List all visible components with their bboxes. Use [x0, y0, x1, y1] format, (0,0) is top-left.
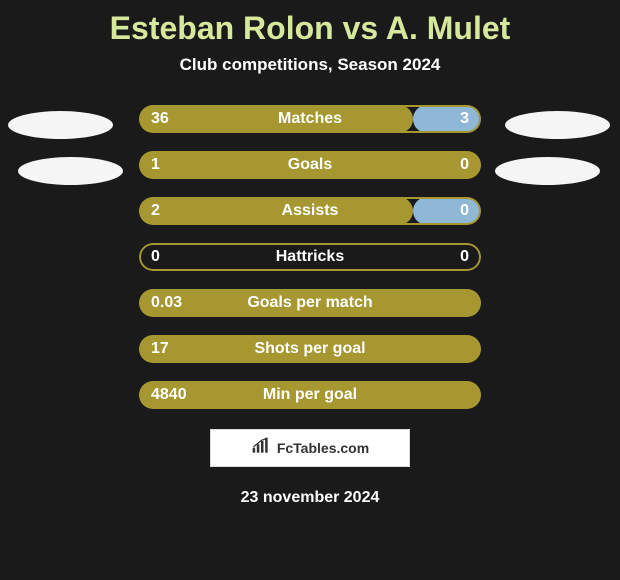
team-badge-left-2	[18, 157, 123, 185]
stat-row: 10Goals	[139, 151, 481, 179]
attribution-badge: FcTables.com	[210, 429, 410, 467]
stat-label: Goals	[139, 151, 481, 179]
page-subtitle: Club competitions, Season 2024	[0, 55, 620, 75]
team-badge-right-1	[505, 111, 610, 139]
stat-label: Min per goal	[139, 381, 481, 409]
stat-label: Hattricks	[139, 243, 481, 271]
stats-area: 363Matches 10Goals 20Assists 00Hattricks 0.0…	[0, 105, 620, 409]
stat-row: 00Hattricks	[139, 243, 481, 271]
attribution-text: FcTables.com	[277, 440, 369, 456]
footer-date: 23 november 2024	[0, 489, 620, 507]
stat-row: 363Matches	[139, 105, 481, 133]
team-badge-left-1	[8, 111, 113, 139]
comparison-infographic: Esteban Rolon vs A. Mulet Club competiti…	[0, 0, 620, 580]
stat-row: 0.03Goals per match	[139, 289, 481, 317]
chart-icon	[251, 437, 271, 460]
team-badge-right-2	[495, 157, 600, 185]
stat-bars: 363Matches 10Goals 20Assists 00Hattricks 0.0…	[139, 105, 481, 409]
stat-row: 20Assists	[139, 197, 481, 225]
stat-label: Matches	[139, 105, 481, 133]
stat-label: Shots per goal	[139, 335, 481, 363]
stat-row: 4840Min per goal	[139, 381, 481, 409]
page-title: Esteban Rolon vs A. Mulet	[0, 10, 620, 47]
stat-label: Goals per match	[139, 289, 481, 317]
stat-label: Assists	[139, 197, 481, 225]
stat-row: 17Shots per goal	[139, 335, 481, 363]
